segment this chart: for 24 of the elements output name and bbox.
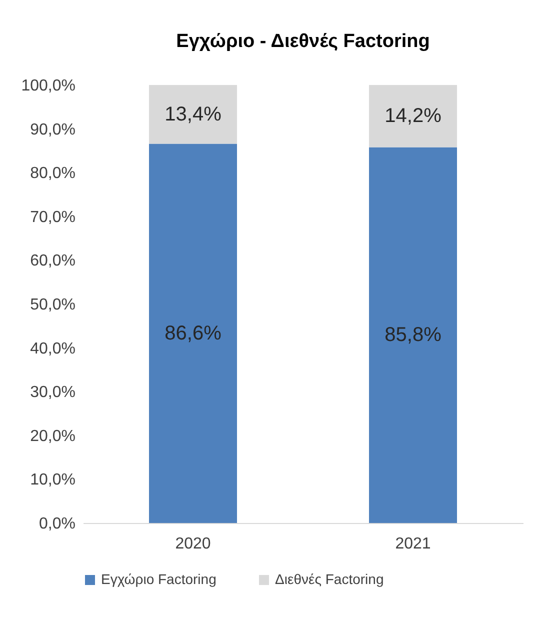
x-tick-label: 2020 <box>175 536 211 552</box>
chart-title: Εγχώριο - Διεθνές Factoring <box>176 31 430 52</box>
y-tick-label: 60,0% <box>30 252 76 270</box>
y-tick-label: 70,0% <box>30 208 76 226</box>
data-label: 13,4% <box>164 103 222 126</box>
y-tick-label: 40,0% <box>30 340 76 358</box>
y-tick-label: 20,0% <box>30 428 76 445</box>
legend-label: Εγχώριο Factoring <box>101 571 216 587</box>
y-tick-label: 10,0% <box>30 472 76 489</box>
y-tick-label: 100,0% <box>21 78 76 94</box>
data-label: 85,8% <box>384 324 442 346</box>
y-tick-label: 30,0% <box>30 384 76 402</box>
y-tick-label: 0,0% <box>39 516 76 532</box>
bar <box>369 85 457 148</box>
data-label: 86,6% <box>164 322 222 344</box>
y-tick-label: 80,0% <box>30 165 76 182</box>
bar <box>149 85 237 144</box>
data-label: 14,2% <box>384 105 442 128</box>
y-tick-label: 90,0% <box>30 121 76 138</box>
bar <box>369 147 457 523</box>
x-tick-label: 2021 <box>395 536 431 552</box>
legend-label: Διεθνές Factoring <box>275 571 384 587</box>
bar <box>149 144 237 523</box>
y-tick-label: 50,0% <box>30 296 76 314</box>
